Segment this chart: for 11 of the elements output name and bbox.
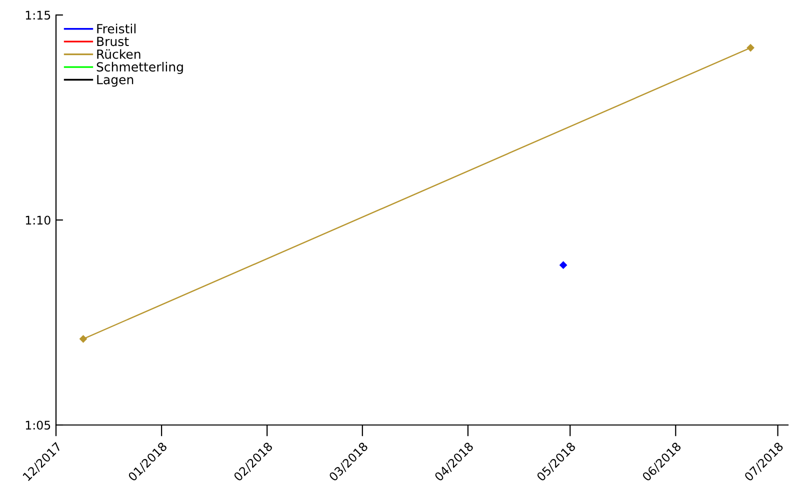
point <box>746 44 754 52</box>
legend-label: Brust <box>97 36 129 46</box>
y-tick-label: 1:15 <box>26 10 50 20</box>
legend-label: Rücken <box>97 49 140 59</box>
y-tick-label: 1:10 <box>26 216 50 225</box>
legend-label: Schmetterling <box>96 62 183 74</box>
point <box>80 335 87 343</box>
point <box>560 261 567 269</box>
y-tick-label: 1:05 <box>26 420 50 430</box>
legend-label: Freistil <box>97 24 136 34</box>
legend-label: Lagen <box>97 75 134 87</box>
